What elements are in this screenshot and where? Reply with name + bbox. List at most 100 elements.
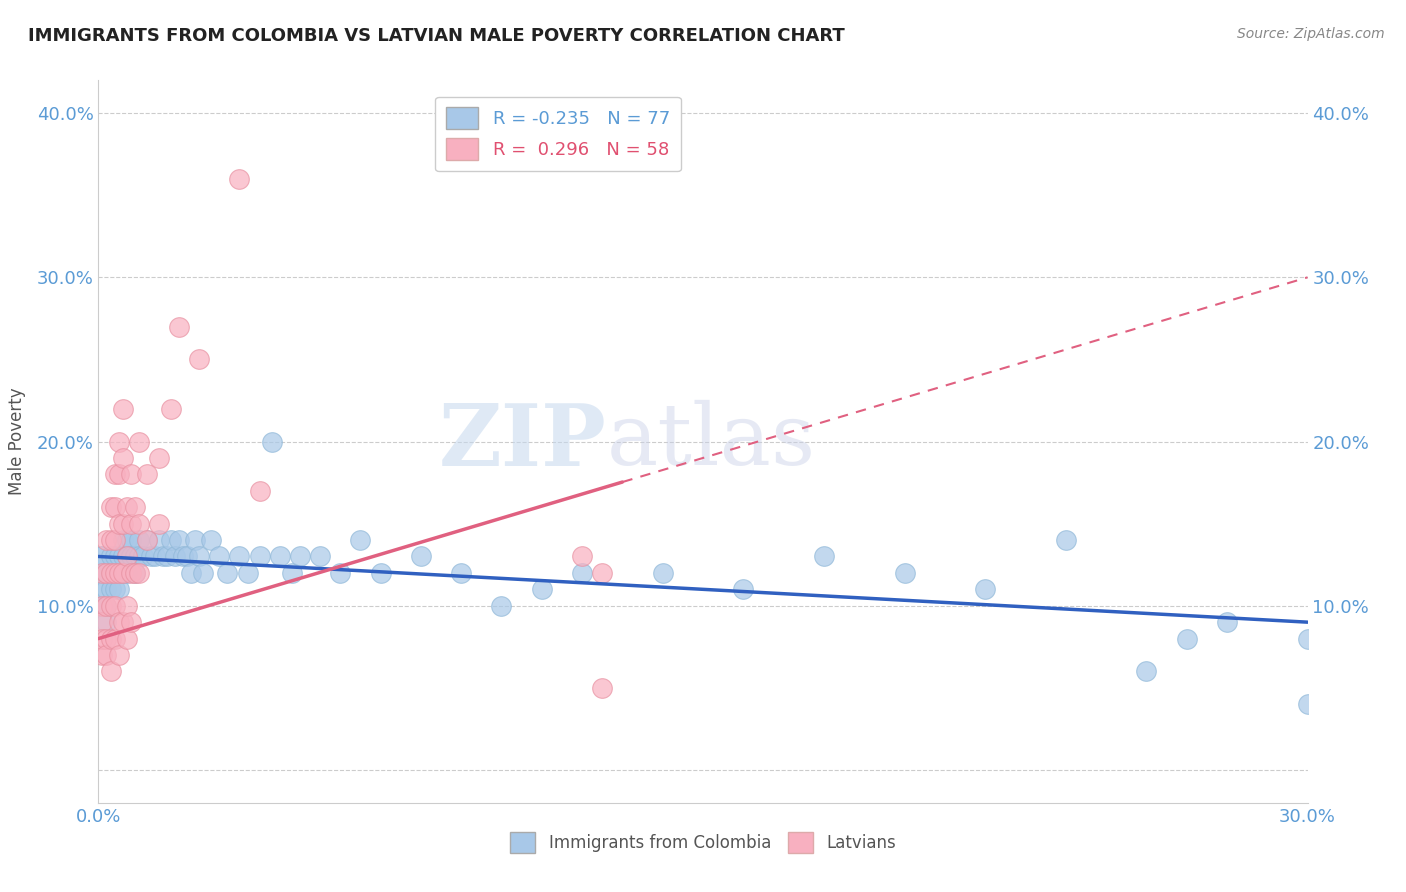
Point <box>124 566 146 580</box>
Point <box>103 533 125 547</box>
Y-axis label: Male Poverty: Male Poverty <box>7 388 25 495</box>
Point <box>128 533 150 547</box>
Point <box>124 500 146 515</box>
Point <box>176 549 198 564</box>
Point <box>107 615 129 630</box>
Point <box>96 533 118 547</box>
Point <box>128 566 150 580</box>
Point <box>1216 615 1239 630</box>
Point <box>491 599 513 613</box>
Point <box>180 566 202 580</box>
Point <box>103 566 125 580</box>
Point <box>100 582 122 597</box>
Point <box>91 582 114 597</box>
Point <box>107 516 129 531</box>
Point <box>163 549 186 564</box>
Point <box>1296 698 1319 712</box>
Point <box>115 632 138 646</box>
Point <box>103 582 125 597</box>
Point <box>91 549 114 564</box>
Point <box>172 549 194 564</box>
Point <box>228 549 250 564</box>
Point <box>103 599 125 613</box>
Point <box>135 467 157 482</box>
Point <box>100 566 122 580</box>
Point <box>132 549 155 564</box>
Point <box>167 319 190 334</box>
Point <box>96 566 118 580</box>
Point <box>571 549 593 564</box>
Point <box>120 516 142 531</box>
Point <box>188 549 211 564</box>
Point <box>115 549 138 564</box>
Point <box>96 632 118 646</box>
Point <box>450 566 472 580</box>
Point <box>96 615 118 630</box>
Point <box>91 566 114 580</box>
Point <box>135 533 157 547</box>
Point <box>100 549 122 564</box>
Point <box>370 566 392 580</box>
Point <box>120 549 142 564</box>
Point <box>249 549 271 564</box>
Point <box>111 516 134 531</box>
Point <box>260 434 283 449</box>
Point <box>281 566 304 580</box>
Point <box>188 352 211 367</box>
Point <box>193 566 215 580</box>
Point <box>96 599 118 613</box>
Point <box>591 566 613 580</box>
Point <box>167 533 190 547</box>
Point <box>733 582 755 597</box>
Point <box>115 500 138 515</box>
Point <box>571 566 593 580</box>
Point <box>249 483 271 498</box>
Point <box>91 615 114 630</box>
Point <box>100 566 122 580</box>
Point <box>128 516 150 531</box>
Point <box>124 549 146 564</box>
Point <box>91 632 114 646</box>
Point <box>309 549 332 564</box>
Point <box>143 549 166 564</box>
Point <box>974 582 997 597</box>
Point <box>100 566 122 580</box>
Point <box>91 599 114 613</box>
Point <box>111 450 134 465</box>
Point <box>96 566 118 580</box>
Point <box>91 566 114 580</box>
Point <box>1054 533 1077 547</box>
Point <box>128 549 150 564</box>
Point <box>156 549 179 564</box>
Text: atlas: atlas <box>606 400 815 483</box>
Point <box>120 533 142 547</box>
Point <box>236 566 259 580</box>
Point <box>115 566 138 580</box>
Point <box>96 582 118 597</box>
Point <box>200 533 222 547</box>
Point <box>148 533 170 547</box>
Point <box>288 549 311 564</box>
Point <box>111 615 134 630</box>
Point <box>1296 632 1319 646</box>
Point <box>120 566 142 580</box>
Legend: Immigrants from Colombia, Latvians: Immigrants from Colombia, Latvians <box>503 826 903 860</box>
Point <box>1135 665 1157 679</box>
Point <box>103 467 125 482</box>
Point <box>228 171 250 186</box>
Point <box>91 599 114 613</box>
Point <box>349 533 371 547</box>
Text: IMMIGRANTS FROM COLOMBIA VS LATVIAN MALE POVERTY CORRELATION CHART: IMMIGRANTS FROM COLOMBIA VS LATVIAN MALE… <box>28 27 845 45</box>
Point <box>103 566 125 580</box>
Point <box>111 533 134 547</box>
Point <box>1175 632 1198 646</box>
Point <box>217 566 239 580</box>
Point <box>148 450 170 465</box>
Point <box>100 632 122 646</box>
Point <box>100 599 122 613</box>
Point <box>269 549 291 564</box>
Point <box>107 434 129 449</box>
Point <box>124 566 146 580</box>
Point <box>91 648 114 662</box>
Point <box>148 516 170 531</box>
